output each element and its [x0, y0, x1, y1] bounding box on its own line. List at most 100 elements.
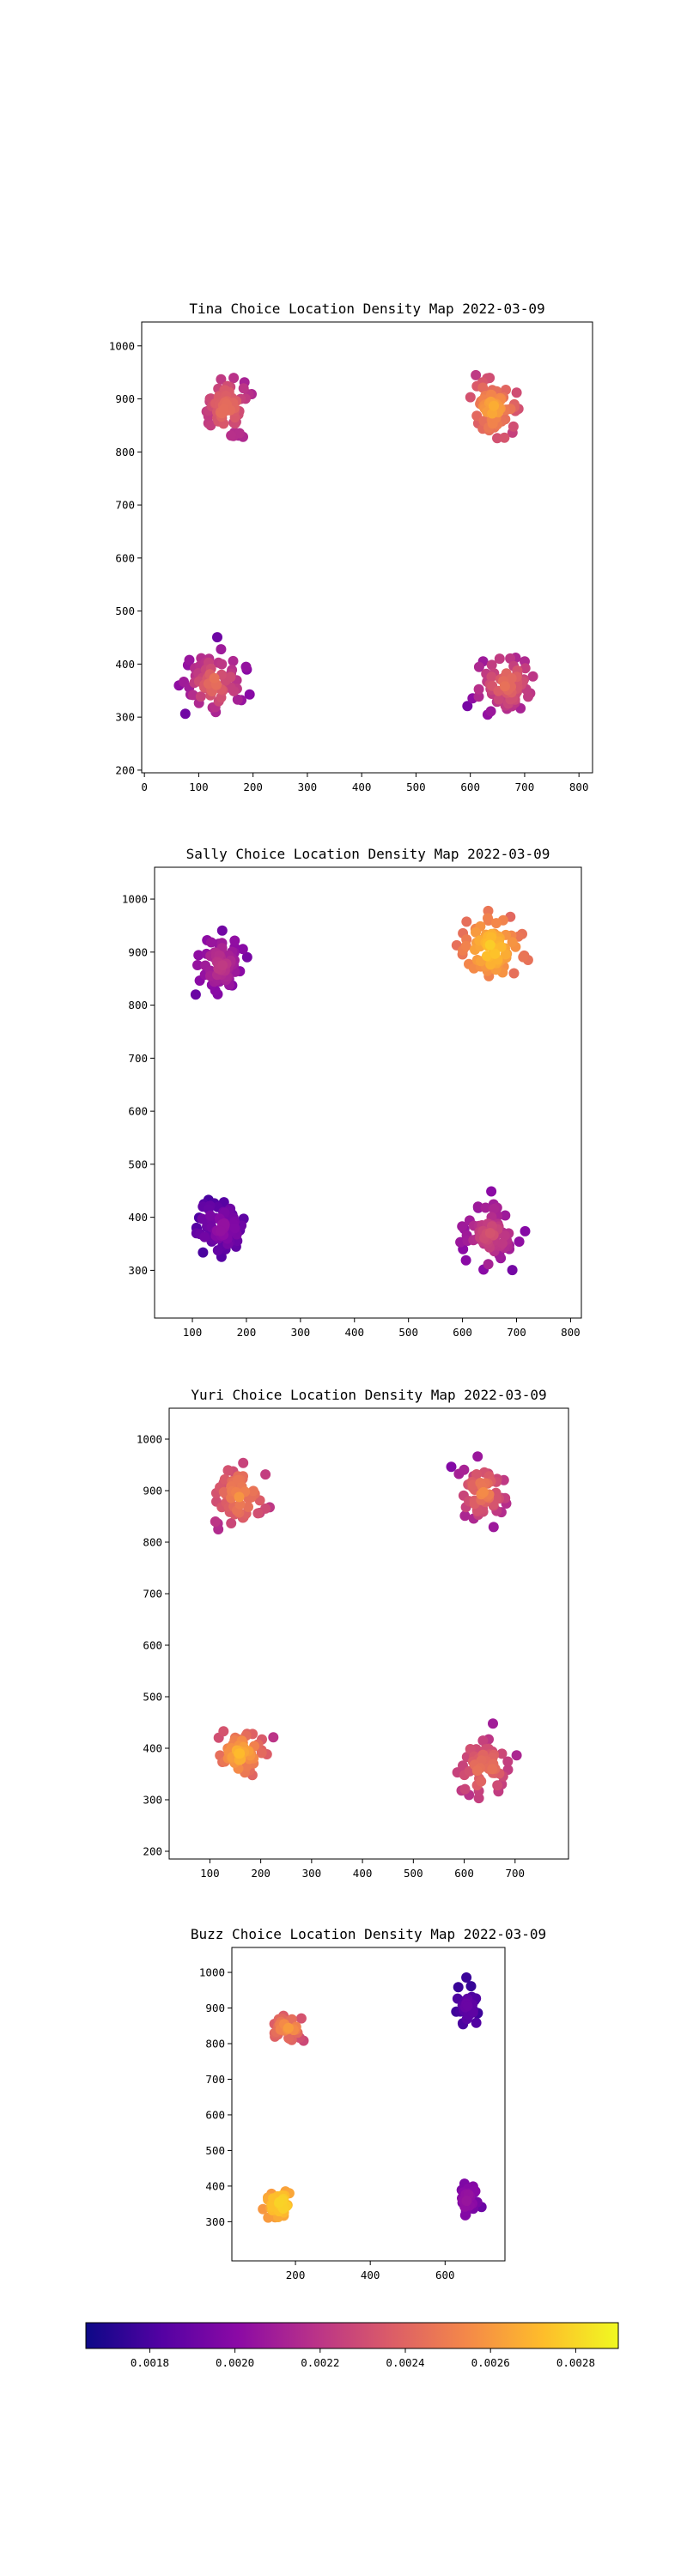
scatter-point	[218, 1486, 229, 1498]
scatter-point	[465, 1981, 477, 1992]
scatter-point	[457, 1221, 468, 1232]
scatter-point	[483, 913, 493, 924]
y-tick-label: 900	[143, 1485, 162, 1498]
scatter-point	[489, 400, 499, 411]
scatter-point	[461, 2196, 472, 2207]
plot-frame	[168, 1407, 569, 1860]
colorbar-tick-label: 0.0018	[131, 2356, 169, 2369]
y-tick-label: 1000	[109, 339, 135, 352]
y-tick-label: 700	[115, 499, 135, 512]
y-tick-label: 800	[143, 1536, 162, 1549]
plot-frame	[231, 1947, 506, 2262]
scatter-point	[238, 1457, 249, 1468]
scatter-point	[486, 659, 497, 671]
scatter-point	[217, 960, 228, 971]
x-tick-label: 500	[406, 781, 426, 793]
scatter-point	[234, 1492, 245, 1503]
scatter-point	[241, 951, 252, 963]
y-tick-label: 800	[205, 2037, 225, 2050]
scatter-points	[210, 1451, 522, 1804]
scatter-point	[499, 1230, 510, 1241]
colorbar: 0.0018 0.0020 0.0022 0.0024 0.0026 0.0028	[85, 2322, 619, 2369]
y-tick-label: 400	[143, 1742, 162, 1755]
y-tick-label: 600	[205, 2108, 225, 2121]
scatter-point	[473, 691, 484, 702]
scatter-point	[461, 916, 472, 927]
x-tick-label: 300	[302, 1867, 322, 1880]
scatter-point	[487, 1764, 498, 1775]
scatter-point	[218, 404, 229, 415]
scatter-point	[484, 939, 495, 951]
x-tick-label: 200	[251, 1867, 271, 1880]
scatter-point	[483, 1259, 494, 1270]
colorbar-gradient	[85, 2322, 619, 2349]
scatter-point	[210, 1516, 221, 1527]
scatter-point	[187, 690, 198, 701]
x-tick-label: 100	[183, 1326, 203, 1339]
scatter-point	[240, 661, 252, 672]
y-tick-label: 900	[205, 2002, 225, 2014]
scatter-point	[446, 1461, 457, 1473]
chart-title: Yuri Choice Location Density Map 2022-03…	[191, 1387, 546, 1403]
scatter-point	[216, 659, 228, 670]
scatter-point	[486, 1186, 497, 1197]
scatter-point	[226, 1518, 237, 1528]
scatter-point	[459, 1510, 471, 1522]
scatter-point	[216, 644, 227, 655]
colorbar-tick-label: 0.0022	[301, 2356, 339, 2369]
chart-panel: Yuri Choice Location Density Map 2022-03…	[137, 1387, 569, 1880]
x-tick-label: 300	[291, 1326, 311, 1339]
x-tick-label: 700	[506, 1867, 526, 1880]
scatter-point	[195, 691, 206, 702]
scatter-point	[489, 1203, 499, 1214]
x-tick-label: 100	[189, 781, 209, 793]
scatter-point	[499, 432, 510, 443]
scatter-point	[216, 925, 228, 936]
scatter-point	[222, 1465, 234, 1476]
scatter-point	[514, 1236, 525, 1247]
scatter-point	[484, 1228, 495, 1238]
scatter-point	[256, 1747, 267, 1759]
scatter-point	[488, 1522, 499, 1533]
scatter-point	[216, 1225, 226, 1236]
y-tick-label: 700	[205, 2073, 225, 2086]
scatter-point	[462, 2001, 473, 2011]
scatter-point	[234, 1748, 246, 1759]
scatter-point	[473, 683, 484, 695]
scatter-point	[206, 937, 216, 948]
scatter-point	[232, 694, 243, 705]
scatter-point	[471, 927, 481, 938]
scatter-point	[527, 671, 538, 682]
y-tick-label: 200	[143, 1845, 162, 1858]
scatter-point	[243, 1502, 253, 1512]
scatter-point	[295, 2013, 307, 2024]
scatter-point	[209, 672, 220, 683]
scatter-point	[212, 632, 222, 643]
y-tick-label: 800	[115, 446, 135, 459]
scatter-point	[226, 430, 237, 441]
scatter-point	[459, 1783, 471, 1795]
y-tick-label: 400	[128, 1211, 148, 1224]
scatter-point	[258, 2203, 269, 2215]
chart-panel: Buzz Choice Location Density Map 2022-03…	[191, 1926, 546, 2281]
colorbar-tick-label: 0.0028	[556, 2356, 595, 2369]
scatter-point	[205, 1210, 216, 1221]
x-tick-label: 700	[507, 1326, 526, 1339]
scatter-point	[197, 1213, 208, 1224]
scatter-point	[472, 1451, 483, 1462]
x-tick-label: 700	[515, 781, 535, 793]
x-tick-label: 400	[353, 1867, 373, 1880]
y-tick-label: 1000	[199, 1966, 225, 1979]
scatter-point	[506, 673, 517, 683]
plot-frame	[154, 866, 582, 1319]
scatter-point	[465, 392, 476, 403]
chart-panel: Tina Choice Location Density Map 2022-03…	[109, 301, 593, 793]
y-tick-label: 400	[115, 658, 135, 671]
y-tick-label: 600	[143, 1639, 162, 1652]
y-tick-label: 700	[128, 1052, 148, 1065]
scatter-point	[488, 1718, 498, 1729]
x-tick-label: 500	[404, 1867, 423, 1880]
scatter-point	[499, 681, 510, 692]
scatter-point	[260, 1503, 271, 1514]
scatter-point	[199, 1231, 210, 1242]
